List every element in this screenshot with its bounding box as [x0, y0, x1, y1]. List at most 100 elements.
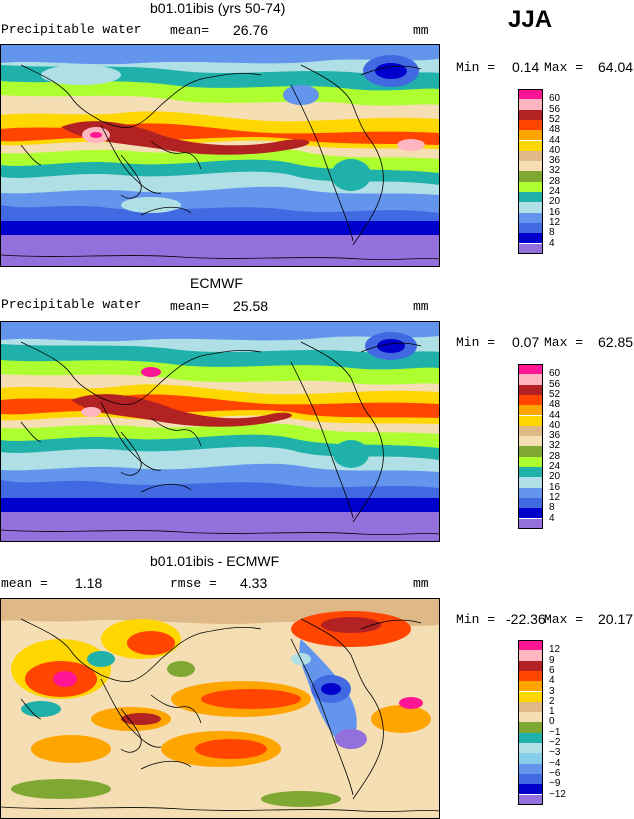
panel-3-mean-label: mean =: [1, 576, 48, 591]
panel-1-title: b01.01ibis (yrs 50-74): [150, 0, 286, 16]
colorbar-swatch: [518, 181, 543, 192]
colorbar-label: −12: [549, 788, 566, 800]
colorbar-label: 60: [549, 93, 561, 105]
colorbar-label: 0: [549, 716, 555, 728]
colorbar-swatch: [518, 763, 543, 774]
colorbar-label: 1: [549, 706, 555, 718]
colorbar-label: 56: [549, 103, 561, 115]
colorbar-label: 28: [549, 175, 561, 187]
colorbar-swatch: [518, 150, 543, 162]
colorbar-label: 24: [549, 186, 561, 197]
colorbar-label: 4: [549, 512, 555, 524]
colorbar-label: −6: [549, 767, 561, 779]
panel-1-min-value: 0.14: [512, 59, 540, 75]
panel-1-variable-label: Precipitable water: [1, 22, 142, 37]
colorbar-label: 44: [549, 134, 561, 146]
colorbar-label: 20: [549, 471, 561, 483]
colorbar-label: 12: [549, 644, 561, 656]
panel-1-map-field: [1, 45, 439, 266]
colorbar-swatch: [518, 171, 543, 182]
colorbar-swatch: [518, 415, 543, 426]
colorbar-label: 8: [549, 227, 555, 239]
colorbar-swatch: [518, 374, 543, 385]
colorbar-swatch: [518, 119, 543, 131]
panel-2-map: [0, 321, 440, 542]
panel-2-units: mm: [413, 299, 429, 314]
panel-1-min-label: Min =: [456, 60, 496, 75]
colorbar-swatch: [518, 202, 543, 213]
colorbar-label: −3: [549, 747, 561, 759]
panel-3-min-label: Min =: [456, 612, 496, 627]
colorbar-label: 9: [549, 654, 555, 666]
colorbar-label: 6: [549, 664, 555, 676]
colorbar-swatch: [518, 794, 543, 805]
colorbar-label: −2: [549, 737, 561, 748]
colorbar-swatch: [518, 773, 543, 785]
colorbar-swatch: [518, 384, 543, 395]
panel-2-max-label: Max =: [544, 335, 584, 350]
colorbar-label: 36: [549, 430, 561, 442]
colorbar-swatch: [518, 130, 543, 141]
colorbar-swatch: [518, 456, 543, 467]
panel-1-mean-value: 26.76: [233, 22, 269, 38]
colorbar-swatch: [518, 109, 543, 120]
colorbar-label: 40: [549, 144, 561, 156]
panel-2-map-field: [1, 322, 439, 541]
colorbar-label: 16: [549, 481, 561, 493]
colorbar-swatch: [518, 467, 543, 478]
panel-1-colorbar: 60 56 52 48 44 40 36 32 28 24 20 16 12 8 4: [518, 89, 598, 261]
panel-2-mean-label: mean=: [170, 299, 210, 314]
colorbar-swatch: [518, 161, 543, 172]
colorbar-swatch: [518, 784, 543, 795]
colorbar-swatch: [518, 722, 543, 733]
panel-1-max-label: Max =: [544, 60, 584, 75]
colorbar-label: −1: [549, 726, 561, 738]
colorbar-swatch: [518, 660, 543, 671]
colorbar-swatch: [518, 497, 543, 509]
colorbar-label: 4: [549, 675, 555, 687]
panel-1-mean-label: mean=: [170, 23, 210, 38]
colorbar-swatch: [518, 192, 543, 203]
colorbar-label: −4: [549, 757, 561, 769]
colorbar-swatch: [518, 487, 543, 498]
colorbar-label: 32: [549, 165, 561, 177]
colorbar-swatch: [518, 712, 543, 723]
colorbar-swatch: [518, 394, 543, 406]
colorbar-swatch: [518, 243, 543, 254]
panel-3-mean-value: 1.18: [75, 575, 103, 591]
colorbar-swatch: [518, 233, 543, 244]
panel-2-min-value: 0.07: [512, 334, 540, 350]
colorbar-swatch: [518, 405, 543, 416]
panel-3-map: [0, 598, 440, 819]
panel-1-map: [0, 44, 440, 267]
colorbar-frame: [518, 364, 543, 529]
colorbar-label: 48: [549, 399, 561, 411]
panel-3-max-value: 20.17: [598, 611, 634, 627]
colorbar-label: 40: [549, 419, 561, 431]
panel-2-colorbar: 60 56 52 48 44 40 36 32 28 24 20 16 12 8 4: [518, 364, 598, 536]
colorbar-swatch: [518, 99, 543, 110]
colorbar-label: 56: [549, 378, 561, 390]
panel-2-max-value: 62.85: [598, 334, 634, 350]
panel-2-title: ECMWF: [190, 275, 243, 291]
colorbar-swatch: [518, 222, 543, 234]
colorbar-swatch: [518, 212, 543, 223]
colorbar-swatch: [518, 753, 543, 764]
colorbar-swatch: [518, 701, 543, 713]
colorbar-label: 24: [549, 461, 561, 472]
colorbar-label: 20: [549, 196, 561, 208]
panel-3-units: mm: [413, 576, 429, 591]
panel-2-min-label: Min =: [456, 335, 496, 350]
colorbar-swatch: [518, 670, 543, 682]
colorbar-label: 48: [549, 124, 561, 136]
panel-3-map-field: [1, 599, 439, 818]
colorbar-label: 60: [549, 368, 561, 380]
panel-2-mean-value: 25.58: [233, 298, 269, 314]
colorbar-swatch: [518, 691, 543, 702]
panel-3-title: b01.01ibis - ECMWF: [150, 553, 280, 569]
colorbar-label: 3: [549, 685, 555, 697]
colorbar-label: 12: [549, 491, 561, 503]
colorbar-label: 4: [549, 237, 555, 249]
colorbar-swatch: [518, 518, 543, 529]
colorbar-swatch: [518, 364, 543, 375]
